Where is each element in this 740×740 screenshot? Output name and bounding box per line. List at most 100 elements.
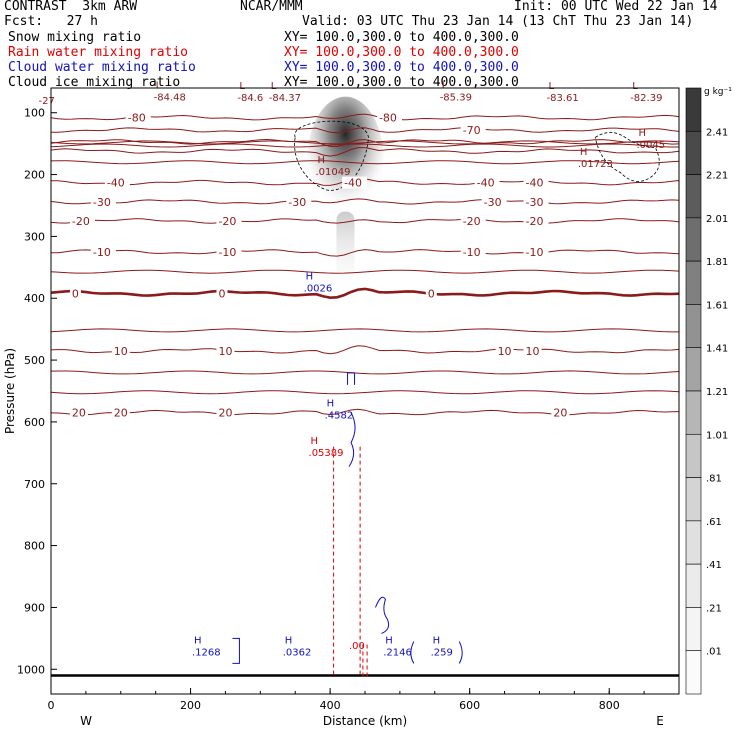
isotherm-line [50, 127, 680, 134]
colorbar-level: .21 [706, 603, 722, 614]
colorbar-level: .01 [706, 647, 722, 658]
isotherm-label: -10 [525, 246, 543, 259]
colorbar-level: 1.21 [706, 387, 728, 398]
isotherm-label: -30 [525, 196, 543, 209]
colorbar-level: 2.21 [706, 171, 728, 182]
x-tick-label: 0 [48, 699, 55, 712]
colorbar-level: 2.01 [706, 214, 728, 225]
isotherm-label: 20 [72, 407, 86, 420]
extremum-value: -84.48 [154, 92, 186, 103]
isotherm-label-bg [425, 287, 437, 300]
extremum-value: .00 [349, 641, 365, 652]
extremum-mark: L [271, 81, 277, 92]
colorbar-segment [685, 174, 702, 219]
field-snow-xy: XY= 100.0,300.0 to 400.0,300.0 [284, 30, 519, 45]
colorbar-segment [685, 477, 702, 522]
isotherm-label: -40 [107, 177, 125, 190]
x-tick-label: 400 [320, 699, 341, 712]
isotherm-label-bg [376, 111, 402, 124]
isotherm-label-bg [90, 245, 116, 258]
isotherm-label: 20 [553, 407, 567, 420]
extremum-value: .259 [431, 648, 453, 659]
y-tick-label: 700 [24, 478, 45, 491]
colorbar-segment [685, 260, 702, 305]
isotherm-label-bg [111, 344, 130, 357]
forecast-hour: Fcst: 27 h [4, 14, 98, 29]
isotherm-label: 10 [218, 345, 232, 358]
isotherm-label-bg [216, 287, 228, 300]
isotherm-label: -10 [463, 246, 481, 259]
extremum-mark: H [306, 271, 314, 282]
extremum-mark: L [632, 81, 638, 92]
colorbar-segment [685, 390, 702, 435]
isotherm-label: -30 [93, 196, 111, 209]
isotherm-label: 10 [498, 345, 512, 358]
extremum-value: -83.61 [546, 93, 578, 104]
isotherm-label-bg [69, 406, 88, 419]
extremum-value: -84.6 [237, 93, 263, 104]
colorbar-segment [685, 520, 702, 565]
isotherm-label-bg [551, 406, 570, 419]
extremum-value: .0362 [283, 648, 312, 659]
isotherm-label: -30 [484, 196, 502, 209]
colorbar-segment [685, 607, 702, 652]
colorbar-level: .61 [706, 517, 722, 528]
isotherm-label-bg [286, 195, 312, 208]
x-axis-label: Distance (km) [323, 714, 407, 728]
colorbar-level: 1.41 [706, 344, 728, 355]
colorbar-level: .81 [706, 474, 722, 485]
extremum-mark: L [239, 81, 245, 92]
isotherm-line [50, 198, 680, 205]
extremum-value: .01049 [316, 167, 351, 178]
isotherm-label-bg [90, 195, 116, 208]
isotherm-label-bg [460, 124, 486, 137]
hydrometeor-overlays [232, 120, 660, 679]
isotherm-label-bg [523, 195, 549, 208]
isotherm-label: -20 [218, 215, 236, 228]
extremum-mark: L [442, 80, 448, 91]
isotherm-label: -40 [344, 177, 362, 190]
colorbar-segment [685, 650, 702, 695]
isotherm-label: -20 [525, 215, 543, 228]
init-time: Init: 00 UTC Wed 22 Jan 14 [514, 0, 718, 14]
extremum-value: .01723 [578, 159, 613, 170]
isotherm-line [50, 370, 680, 375]
colorbar-segment [685, 130, 702, 175]
isotherm-label-bg [460, 245, 486, 258]
isotherm-line [50, 249, 680, 257]
isotherm-label-bg [216, 344, 235, 357]
isotherm-label: 0 [218, 287, 225, 300]
y-tick-label: 600 [24, 416, 45, 429]
isotherm-label-bg [104, 176, 130, 189]
extremum-mark: H [311, 436, 319, 447]
cloud-water-contour [232, 637, 463, 664]
isotherm-label: -80 [379, 112, 397, 125]
extremum-value: -85.39 [440, 92, 472, 103]
cloud-ice-contour [294, 120, 369, 191]
isotherm-label-bg [111, 406, 130, 419]
colorbar-level: .41 [706, 560, 722, 571]
extremum-value: -84.37 [269, 93, 301, 104]
extremum-value: .4582 [325, 411, 354, 422]
valid-time: Valid: 03 UTC Thu 23 Jan 14 (13 ChT Thu … [302, 14, 694, 29]
field-rain-name: Rain water mixing ratio [8, 45, 189, 60]
isotherm-label-bg [125, 111, 151, 124]
extremum-mark: H [433, 636, 441, 647]
y-tick-label: 100 [24, 107, 45, 120]
y-tick-label: 1000 [17, 663, 45, 676]
colorbar-level: 1.61 [706, 300, 728, 311]
isotherm-label-bg [495, 344, 514, 357]
y-tick-label: 400 [24, 292, 45, 305]
isotherm-line [50, 287, 680, 300]
extremum-value: .05389 [309, 448, 344, 459]
isotherm-label-bg [216, 406, 235, 419]
extremum-mark: H [327, 399, 335, 410]
colorbar-segment [685, 87, 702, 132]
isotherm-label-bg [69, 287, 81, 300]
isotherm-label: 0 [72, 287, 79, 300]
field-rain-xy: XY= 100.0,300.0 to 400.0,300.0 [284, 45, 519, 60]
cloud-ice-contour [594, 132, 660, 182]
isotherm-label: -20 [463, 215, 481, 228]
plot-axes: 0 200 400 600 800100200300400500600700800900… [3, 87, 680, 728]
isotherm-label: 10 [114, 345, 128, 358]
